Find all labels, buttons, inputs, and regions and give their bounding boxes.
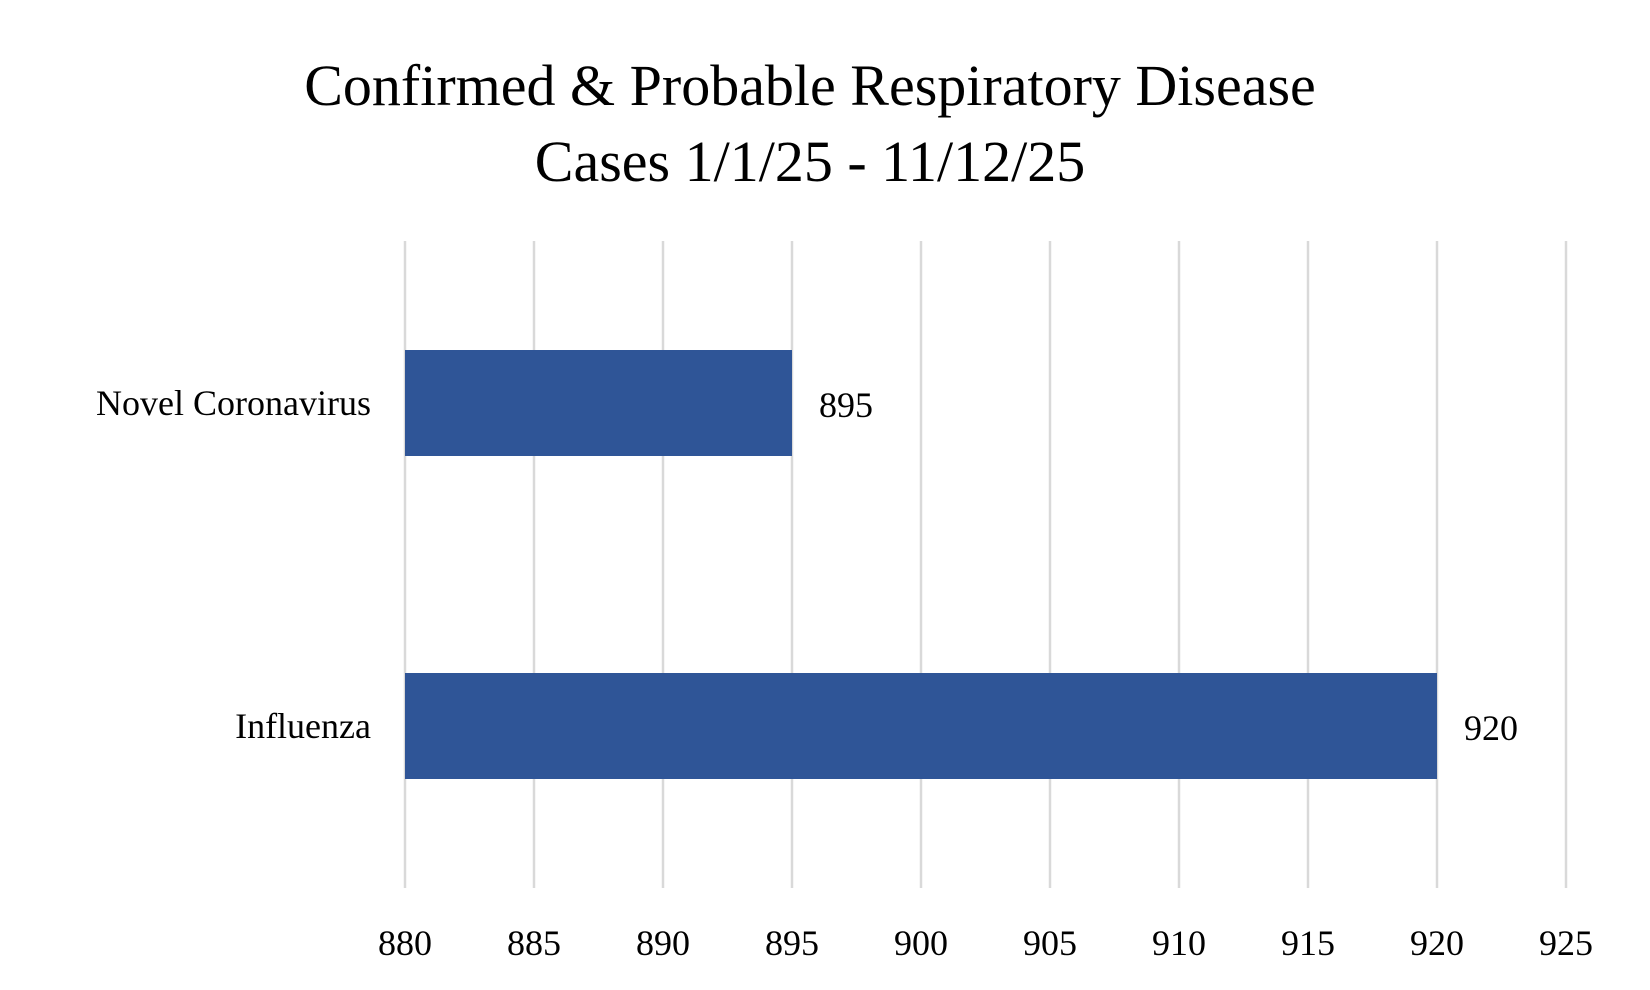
x-tick-label: 900 bbox=[894, 923, 948, 963]
category-label: Influenza bbox=[235, 706, 371, 746]
x-tick-label: 880 bbox=[378, 923, 432, 963]
chart-title-line-1: Confirmed & Probable Respiratory Disease bbox=[304, 53, 1316, 118]
x-tick-label: 905 bbox=[1023, 923, 1077, 963]
x-tick-label: 915 bbox=[1281, 923, 1335, 963]
bar bbox=[405, 673, 1437, 779]
x-tick-label: 910 bbox=[1152, 923, 1206, 963]
category-label: Novel Coronavirus bbox=[96, 383, 371, 423]
chart-title: Confirmed & Probable Respiratory Disease… bbox=[0, 48, 1620, 200]
data-label: 920 bbox=[1464, 708, 1518, 748]
x-tick-label: 920 bbox=[1410, 923, 1464, 963]
x-tick-label: 885 bbox=[507, 923, 561, 963]
chart-title-line-2: Cases 1/1/25 - 11/12/25 bbox=[534, 129, 1086, 194]
x-tick-label: 925 bbox=[1539, 923, 1593, 963]
x-tick-label: 895 bbox=[765, 923, 819, 963]
bar bbox=[405, 350, 792, 456]
x-tick-label: 890 bbox=[636, 923, 690, 963]
data-label: 895 bbox=[819, 385, 873, 425]
